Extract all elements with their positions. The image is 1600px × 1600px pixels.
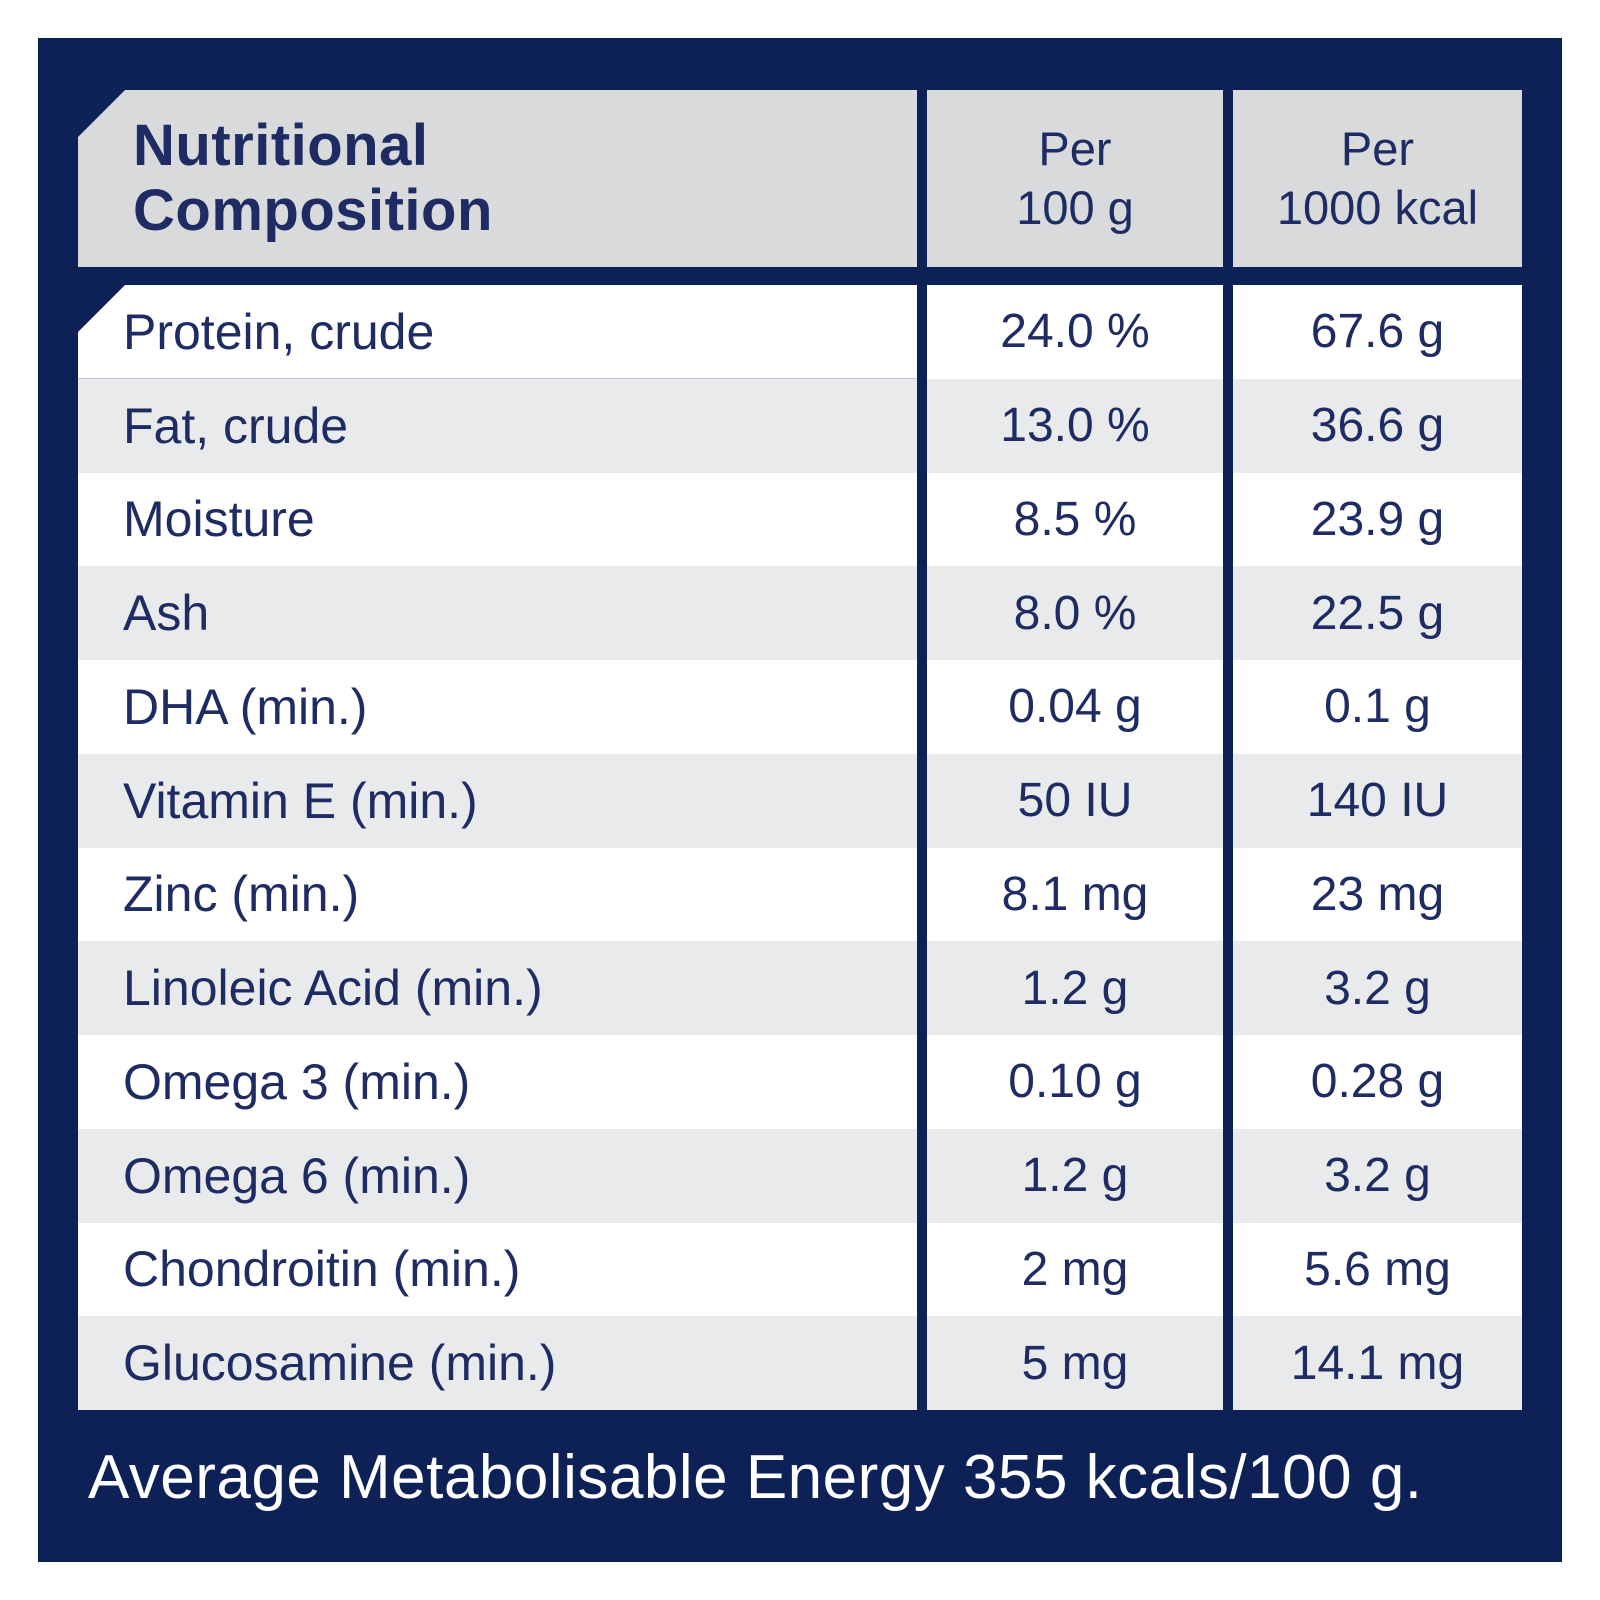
value-per-1000kcal: 5.6 mg bbox=[1233, 1222, 1522, 1317]
table-title: Nutritional Composition bbox=[78, 90, 917, 267]
nutrient-label: Protein, crude bbox=[78, 285, 917, 379]
table-title-line1: Nutritional bbox=[133, 112, 429, 178]
value-per-100g: 50 IU bbox=[927, 753, 1223, 848]
value-per-100g: 13.0 % bbox=[927, 378, 1223, 473]
column-header-per-1000kcal: Per 1000 kcal bbox=[1233, 90, 1522, 267]
value-per-1000kcal: 14.1 mg bbox=[1233, 1316, 1522, 1410]
value-per-1000kcal: 140 IU bbox=[1233, 753, 1522, 848]
value-per-100g: 5 mg bbox=[927, 1316, 1223, 1410]
nutrient-label: Ash bbox=[78, 566, 917, 660]
value-per-1000kcal: 3.2 g bbox=[1233, 941, 1522, 1035]
value-per-1000kcal: 23.9 g bbox=[1233, 472, 1522, 567]
nutrient-table: Protein, crude 24.0 % 67.6 g Fat, crude … bbox=[78, 285, 1522, 1410]
value-per-100g: 8.5 % bbox=[927, 472, 1223, 567]
column-header-per-100g: Per 100 g bbox=[927, 90, 1223, 267]
nutrient-label: Chondroitin (min.) bbox=[78, 1222, 917, 1317]
value-per-1000kcal: 67.6 g bbox=[1233, 285, 1522, 379]
value-per-1000kcal: 0.1 g bbox=[1233, 660, 1522, 754]
footer-band: Average Metabolisable Energy 355 kcals/1… bbox=[38, 1410, 1562, 1562]
value-per-100g: 0.10 g bbox=[927, 1035, 1223, 1129]
value-per-1000kcal: 36.6 g bbox=[1233, 378, 1522, 473]
value-per-100g: 1.2 g bbox=[927, 941, 1223, 1035]
value-per-100g: 24.0 % bbox=[927, 285, 1223, 379]
nutrient-label: DHA (min.) bbox=[78, 660, 917, 754]
nutrient-label: Zinc (min.) bbox=[78, 847, 917, 942]
value-per-100g: 8.0 % bbox=[927, 566, 1223, 660]
value-per-100g: 1.2 g bbox=[927, 1128, 1223, 1223]
value-per-1000kcal: 23 mg bbox=[1233, 847, 1522, 942]
nutrient-label: Omega 6 (min.) bbox=[78, 1128, 917, 1223]
table-header: Nutritional Composition Per 100 g Per 10… bbox=[78, 90, 1522, 267]
value-per-1000kcal: 22.5 g bbox=[1233, 566, 1522, 660]
footer-energy-note: Average Metabolisable Energy 355 kcals/1… bbox=[88, 1442, 1423, 1512]
nutrition-panel: Nutritional Composition Per 100 g Per 10… bbox=[38, 38, 1562, 1562]
table-title-line2: Composition bbox=[133, 177, 493, 243]
value-per-1000kcal: 3.2 g bbox=[1233, 1128, 1522, 1223]
nutrient-label: Moisture bbox=[78, 472, 917, 567]
nutrient-label: Omega 3 (min.) bbox=[78, 1035, 917, 1129]
value-per-100g: 2 mg bbox=[927, 1222, 1223, 1317]
value-per-1000kcal: 0.28 g bbox=[1233, 1035, 1522, 1129]
value-per-100g: 8.1 mg bbox=[927, 847, 1223, 942]
nutrient-label: Fat, crude bbox=[78, 378, 917, 473]
nutrient-label: Vitamin E (min.) bbox=[78, 753, 917, 848]
nutrient-label: Glucosamine (min.) bbox=[78, 1316, 917, 1410]
nutrient-label: Linoleic Acid (min.) bbox=[78, 941, 917, 1035]
value-per-100g: 0.04 g bbox=[927, 660, 1223, 754]
